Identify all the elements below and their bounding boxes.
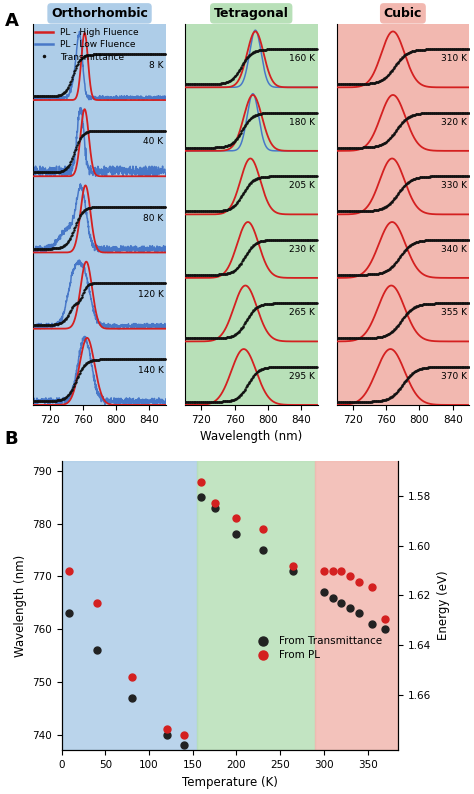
From Transmittance — [65, 607, 73, 619]
Text: 140 K: 140 K — [137, 366, 164, 375]
Text: 80 K: 80 K — [143, 214, 164, 222]
From PL — [65, 565, 73, 577]
From Transmittance — [290, 565, 297, 577]
From PL — [368, 580, 376, 593]
Bar — [197, 461, 315, 750]
From Transmittance — [163, 728, 170, 741]
Text: 160 K: 160 K — [289, 54, 315, 64]
From PL — [93, 596, 100, 609]
Text: 8 K: 8 K — [149, 61, 164, 70]
From Transmittance — [337, 596, 345, 609]
From PL — [163, 723, 170, 735]
Text: 230 K: 230 K — [289, 245, 315, 254]
Text: 180 K: 180 K — [289, 118, 315, 127]
From PL — [180, 728, 188, 741]
Title: Orthorhombic: Orthorhombic — [51, 7, 148, 20]
Title: Tetragonal: Tetragonal — [214, 7, 289, 20]
Bar — [315, 461, 398, 750]
From PL — [211, 496, 219, 509]
Legend: From Transmittance, From PL: From Transmittance, From PL — [249, 631, 386, 664]
From Transmittance — [180, 738, 188, 751]
Text: 205 K: 205 K — [289, 181, 315, 191]
From Transmittance — [93, 644, 100, 657]
Y-axis label: Wavelength (nm): Wavelength (nm) — [14, 554, 27, 657]
From Transmittance — [233, 528, 240, 541]
Text: 120 K: 120 K — [137, 290, 164, 299]
From PL — [381, 612, 389, 625]
From PL — [198, 476, 205, 488]
From PL — [337, 565, 345, 577]
From PL — [290, 560, 297, 572]
From Transmittance — [368, 618, 376, 630]
From PL — [346, 570, 354, 583]
From Transmittance — [381, 622, 389, 635]
Title: Cubic: Cubic — [384, 7, 422, 20]
Text: 40 K: 40 K — [143, 137, 164, 146]
X-axis label: Temperature (K): Temperature (K) — [182, 776, 278, 788]
Y-axis label: Energy (eV): Energy (eV) — [437, 571, 450, 640]
From PL — [233, 512, 240, 525]
From PL — [128, 670, 136, 683]
Text: 370 K: 370 K — [441, 372, 467, 381]
From PL — [355, 576, 363, 588]
From Transmittance — [355, 607, 363, 619]
Text: 340 K: 340 K — [441, 245, 467, 254]
Text: 265 K: 265 K — [289, 308, 315, 318]
From Transmittance — [329, 592, 337, 604]
From Transmittance — [211, 502, 219, 515]
From Transmittance — [198, 491, 205, 503]
Text: 295 K: 295 K — [289, 372, 315, 381]
From Transmittance — [259, 544, 266, 557]
X-axis label: Wavelength (nm): Wavelength (nm) — [200, 430, 302, 443]
Text: B: B — [5, 430, 18, 449]
From Transmittance — [346, 602, 354, 615]
Text: 330 K: 330 K — [441, 181, 467, 191]
Text: A: A — [5, 12, 18, 30]
From Transmittance — [128, 692, 136, 704]
Text: 310 K: 310 K — [441, 54, 467, 64]
From Transmittance — [320, 586, 328, 599]
Legend: PL - High Fluence, PL - Low Fluence, Transmittance: PL - High Fluence, PL - Low Fluence, Tra… — [35, 29, 139, 62]
From PL — [259, 522, 266, 535]
Text: 355 K: 355 K — [441, 308, 467, 318]
From PL — [329, 565, 337, 577]
From PL — [320, 565, 328, 577]
Bar — [62, 461, 197, 750]
Text: 320 K: 320 K — [441, 118, 467, 127]
